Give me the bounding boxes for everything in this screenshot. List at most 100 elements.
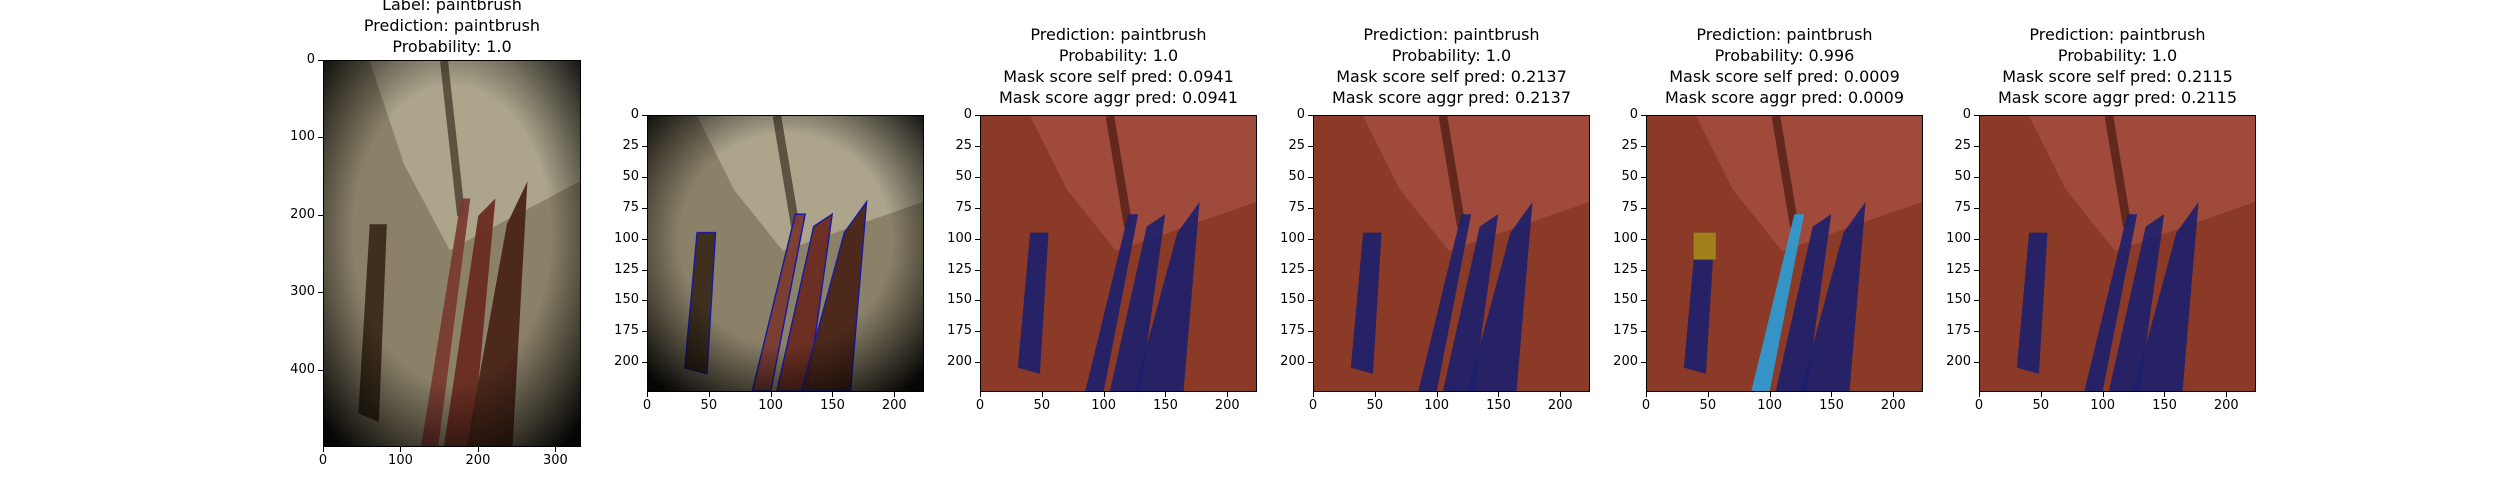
panel-image <box>1647 116 1922 391</box>
x-tick-mark <box>2040 392 2042 397</box>
x-tick-mark <box>400 447 402 452</box>
y-tick-label: 25 <box>1954 137 1971 153</box>
y-tick-label: 100 <box>1613 230 1638 246</box>
y-tick-mark <box>975 362 980 364</box>
y-tick-label: 175 <box>947 323 972 339</box>
image-panel <box>323 60 581 447</box>
y-tick-label: 50 <box>1621 168 1638 184</box>
brush-left <box>1683 232 1715 374</box>
y-tick-mark <box>318 369 323 371</box>
y-tick-label: 75 <box>955 199 972 215</box>
y-tick-mark <box>1308 145 1313 147</box>
y-tick-label: 25 <box>1288 137 1305 153</box>
y-tick-mark <box>1641 207 1646 209</box>
panel-title: Prediction: paintbrush Probability: 1.0 Ma… <box>999 24 1238 108</box>
y-tick-mark <box>1641 176 1646 178</box>
x-tick-mark <box>1436 392 1438 397</box>
x-tick-label: 200 <box>1547 398 1573 413</box>
y-tick-label: 0 <box>1629 107 1638 122</box>
panel-title-line: Prediction: paintbrush <box>363 16 541 35</box>
y-tick-label: 50 <box>955 168 972 184</box>
image-panel <box>1979 115 2256 392</box>
y-tick-label: 200 <box>614 354 639 370</box>
x-tick-label: 0 <box>975 398 985 413</box>
panel-image <box>648 116 923 391</box>
y-tick-mark <box>1974 331 1979 333</box>
x-tick-label: 100 <box>1757 398 1783 413</box>
y-tick-label: 75 <box>622 199 639 215</box>
y-tick-mark <box>1641 238 1646 240</box>
y-tick-label: 200 <box>1946 354 1971 370</box>
y-tick-label: 100 <box>614 230 639 246</box>
image-panel <box>1646 115 1923 392</box>
y-tick-mark <box>975 331 980 333</box>
fabric-highlight <box>1696 116 1922 252</box>
panel-title-line: Probability: 0.996 <box>1714 46 1855 65</box>
x-tick-label: 100 <box>1091 398 1117 413</box>
x-tick-label: 200 <box>465 453 491 468</box>
x-tick-label: 100 <box>388 453 413 468</box>
fabric-highlight <box>1363 116 1589 252</box>
x-tick-mark <box>555 447 557 452</box>
y-tick-label: 200 <box>290 206 315 222</box>
x-tick-mark <box>708 392 710 397</box>
y-tick-label: 100 <box>1280 230 1305 246</box>
brush-thin <box>2084 214 2138 391</box>
y-tick-label: 0 <box>963 107 972 122</box>
y-tick-mark <box>1308 238 1313 240</box>
x-tick-mark <box>894 392 896 397</box>
brush-right <box>1134 201 1200 391</box>
y-tick-mark <box>642 269 647 271</box>
x-tick-mark <box>1769 392 1771 397</box>
x-tick-mark <box>2164 392 2166 397</box>
x-tick-mark <box>1646 392 1647 397</box>
y-tick-mark <box>975 238 980 240</box>
brush-thin <box>1418 214 1472 391</box>
brush-right <box>2133 201 2199 391</box>
x-tick-mark <box>1560 392 1562 397</box>
y-tick-label: 175 <box>614 323 639 339</box>
stain-line <box>1438 116 1466 228</box>
x-tick-mark <box>1498 392 1500 397</box>
panel-title-line: Mask score self pred: 0.2115 <box>2002 67 2233 86</box>
stain-line <box>1105 116 1133 228</box>
brush-mid <box>1109 214 1166 391</box>
x-tick-label: 0 <box>1641 398 1651 413</box>
x-tick-label: 100 <box>2090 398 2116 413</box>
y-tick-label: 100 <box>290 129 315 145</box>
panel-image <box>1314 116 1589 391</box>
y-tick-mark <box>318 137 323 139</box>
x-tick-mark <box>2102 392 2104 397</box>
y-tick-mark <box>642 331 647 333</box>
y-tick-label: 200 <box>947 354 972 370</box>
x-tick-label: 200 <box>881 398 907 413</box>
x-tick-mark <box>1227 392 1229 397</box>
brush-thin <box>1085 214 1139 391</box>
x-tick-label: 0 <box>318 453 328 468</box>
panel-title-line: Label: paintbrush <box>382 0 522 14</box>
y-tick-mark <box>975 115 980 116</box>
x-tick-label: 150 <box>1153 398 1178 413</box>
vignette <box>648 116 923 391</box>
x-tick-label: 50 <box>1699 398 1717 413</box>
y-tick-label: 400 <box>290 361 315 377</box>
x-tick-mark <box>1893 392 1895 397</box>
panel-title-line: Probability: 1.0 <box>1391 46 1512 65</box>
panel-title-line: Mask score aggr pred: 0.2115 <box>1998 88 2237 107</box>
x-tick-label: 0 <box>1974 398 1984 413</box>
image-panel <box>980 115 1257 392</box>
panel-title-line: Mask score self pred: 0.2137 <box>1336 67 1567 86</box>
y-tick-label: 50 <box>1954 168 1971 184</box>
x-tick-label: 200 <box>1880 398 1906 413</box>
y-tick-mark <box>318 292 323 294</box>
y-tick-label: 175 <box>1280 323 1305 339</box>
x-tick-mark <box>1979 392 1980 397</box>
y-tick-mark <box>642 362 647 364</box>
panel-title-line: Prediction: paintbrush <box>2029 25 2206 44</box>
y-tick-mark <box>1974 300 1979 302</box>
vignette <box>324 61 580 446</box>
x-tick-mark <box>1313 392 1314 397</box>
brush-right <box>1800 201 1866 391</box>
y-tick-mark <box>1974 362 1979 364</box>
image-panel <box>647 115 924 392</box>
